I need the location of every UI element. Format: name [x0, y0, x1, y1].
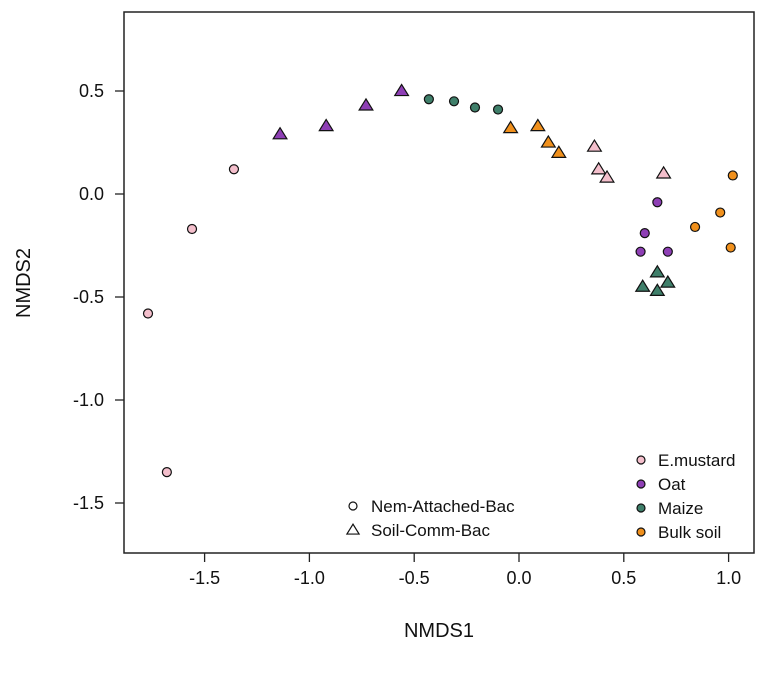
x-tick-label: -1.5 — [189, 568, 220, 588]
legend-circle-icon — [348, 501, 358, 511]
point-bulk-soil-triangle — [502, 120, 519, 134]
point-maize-circle — [469, 102, 481, 113]
point-e-mustard-circle — [228, 164, 240, 175]
x-tick-label: 0.5 — [611, 568, 636, 588]
point-bulk-soil-circle — [689, 221, 701, 233]
point-bulk-soil-circle — [725, 242, 736, 253]
legend-shape-label: Soil-Comm-Bac — [371, 521, 491, 540]
color-legend: E.mustard Oat Maize Bulk soil — [636, 451, 735, 542]
legend-shape-label: Nem-Attached-Bac — [371, 497, 515, 516]
point-oat-triangle — [358, 97, 374, 111]
point-oat-circle — [652, 197, 663, 208]
point-e-mustard-circle — [161, 467, 172, 478]
x-tick-label: -0.5 — [399, 568, 430, 588]
point-maize-circle — [492, 104, 504, 115]
y-tick-label: -1.5 — [73, 493, 104, 513]
legend-color-label: Maize — [658, 499, 703, 518]
point-e-mustard-triangle — [599, 169, 615, 183]
point-e-mustard-triangle — [655, 165, 672, 179]
point-bulk-soil-circle — [727, 170, 738, 181]
x-tick-label: -1.0 — [294, 568, 325, 588]
point-bulk-soil-triangle — [540, 134, 557, 148]
legend-color-label: Bulk soil — [658, 523, 721, 542]
point-maize-triangle — [649, 283, 666, 296]
plot-frame — [123, 11, 755, 554]
point-oat-circle — [639, 228, 650, 239]
point-maize-triangle — [634, 279, 651, 292]
point-bulk-soil-triangle — [550, 145, 567, 158]
y-tick-label: 0.0 — [79, 184, 104, 204]
point-oat-triangle — [318, 118, 335, 132]
point-bulk-soil-triangle — [529, 118, 546, 132]
y-tick-label: -0.5 — [73, 287, 104, 307]
legend-color-swatch-icon — [636, 527, 646, 537]
legend-color-label: E.mustard — [658, 451, 735, 470]
point-oat-triangle — [393, 83, 410, 97]
y-tick-label: -1.0 — [73, 390, 104, 410]
legend-color-label: Oat — [658, 475, 686, 494]
legend-color-swatch-icon — [636, 455, 646, 465]
point-oat-circle — [662, 246, 673, 257]
data-points — [142, 83, 738, 478]
point-e-mustard-circle — [186, 223, 198, 235]
point-e-mustard-triangle — [590, 161, 607, 175]
point-maize-circle — [448, 96, 460, 107]
point-oat-circle — [635, 246, 646, 257]
y-axis: 0.5 0.0 -0.5 -1.0 -1.5 — [73, 81, 124, 513]
point-e-mustard-triangle — [586, 138, 603, 152]
point-maize-triangle — [659, 274, 676, 288]
point-e-mustard-circle — [142, 308, 154, 319]
x-axis-label: NMDS1 — [404, 620, 474, 642]
y-tick-label: 0.5 — [79, 81, 104, 101]
x-tick-label: 1.0 — [716, 568, 741, 588]
point-oat-triangle — [272, 126, 288, 140]
x-axis: -1.5 -1.0 -0.5 0.0 0.5 1.0 — [189, 553, 741, 588]
shape-legend: Nem-Attached-Bac Soil-Comm-Bac — [345, 497, 515, 540]
point-bulk-soil-circle — [715, 207, 726, 218]
y-axis-label: NMDS2 — [13, 248, 35, 318]
legend-color-swatch-icon — [636, 479, 646, 489]
point-maize-triangle — [649, 264, 666, 278]
x-tick-label: 0.0 — [506, 568, 531, 588]
legend-color-swatch-icon — [636, 503, 646, 513]
legend-triangle-icon — [345, 523, 361, 535]
point-maize-circle — [423, 94, 434, 105]
